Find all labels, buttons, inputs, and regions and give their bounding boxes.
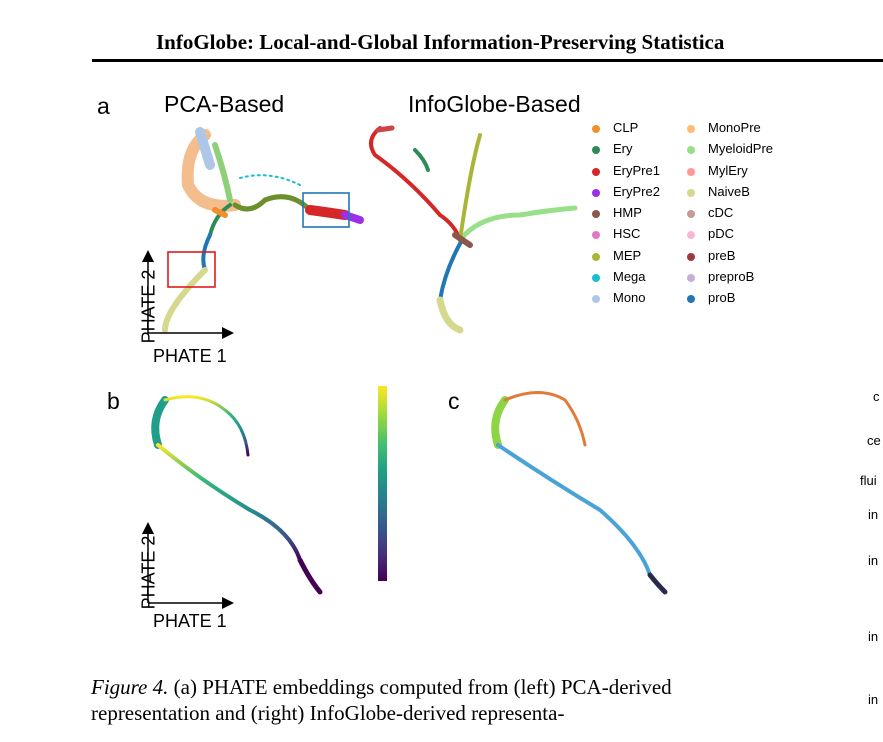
legend-swatch (592, 274, 600, 283)
legend-label: pDC (708, 226, 735, 242)
legend-label: CLP (613, 120, 639, 135)
legend-label: HSC (613, 226, 641, 242)
legend-swatch (687, 231, 695, 240)
b-x-label: PHATE 1 (153, 611, 227, 631)
legend-label: NaiveB (708, 183, 750, 199)
legend-swatch (687, 295, 695, 304)
a-x-label: PHATE 1 (153, 346, 227, 366)
edge-text: in (868, 629, 879, 644)
panel-a-letter: a (97, 93, 110, 119)
infoglobe-embedding (369, 125, 578, 334)
edge-text: in (868, 692, 879, 707)
legend-swatch (687, 188, 695, 197)
legend-label: MylEry (708, 162, 748, 178)
legend-label: preB (708, 247, 736, 263)
legend-swatch (592, 146, 600, 155)
edge-text: c (873, 389, 880, 404)
pseudotime-b (151, 395, 323, 595)
legend-label: Mega (613, 269, 646, 285)
edge-text: in (868, 553, 879, 568)
legend-label: MEP (613, 247, 642, 263)
legend-label: MonoPre (708, 120, 761, 135)
caption-text: (a) PHATE embeddings computed from (left… (91, 675, 672, 725)
legend-swatch (592, 167, 600, 176)
pca-title: PCA-Based (164, 91, 285, 117)
pca-embedding (162, 127, 364, 333)
legend-swatch (687, 274, 695, 283)
legend-swatch (687, 210, 695, 219)
figure-caption: Figure 4. (a) PHATE embeddings computed … (91, 674, 791, 726)
legend-swatch (592, 252, 600, 261)
legend-label: MyeloidPre (708, 141, 774, 157)
legend-label: EryPre2 (613, 183, 660, 199)
legend-swatch (592, 231, 600, 240)
legend-swatch (687, 167, 695, 176)
infoglobe-title: InfoGlobe-Based (408, 91, 581, 117)
legend-swatch (592, 125, 600, 133)
legend-label: cDC (708, 205, 734, 221)
legend-label: EryPre1 (613, 162, 660, 178)
legend-swatch (687, 252, 695, 261)
zoom-box-blue (302, 192, 350, 228)
legend-swatch (592, 188, 600, 197)
edge-text: in (868, 507, 879, 522)
legend-label: preproB (708, 269, 755, 285)
a-y-label: PHATE 2 (138, 269, 159, 344)
panel-b-letter: b (107, 388, 120, 414)
legend-swatch (592, 295, 600, 304)
edge-text: flui (860, 473, 877, 488)
colorbar (378, 386, 387, 581)
legend-label: proB (708, 290, 736, 306)
legend-swatch (687, 146, 695, 155)
legend-label: Mono (613, 290, 646, 306)
header-rule (92, 59, 883, 62)
legend-swatch (592, 210, 600, 219)
b-y-label: PHATE 2 (138, 535, 159, 610)
panel-c-letter: c (448, 388, 460, 414)
legend-label: HMP (613, 205, 642, 221)
legend-swatch (687, 125, 695, 133)
running-header: InfoGlobe: Local-and-Global Information-… (156, 30, 725, 54)
zoom-box-red (167, 251, 216, 288)
pseudotime-c (491, 391, 668, 595)
caption-label: Figure 4. (91, 675, 169, 699)
legend-label: Ery (613, 141, 633, 157)
edge-text: ce (867, 433, 881, 448)
